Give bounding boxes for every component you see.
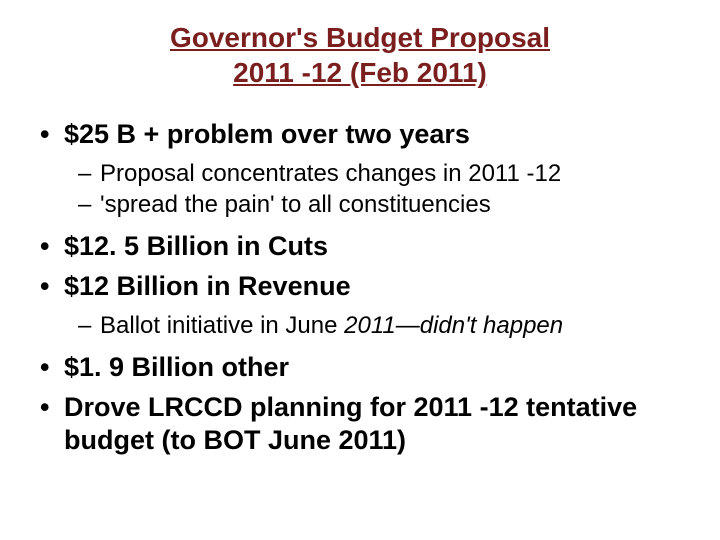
- title-line-2: 2011 -12 (Feb 2011): [233, 57, 487, 88]
- slide-title: Governor's Budget Proposal 2011 -12 (Feb…: [30, 20, 690, 90]
- bullet-main-2: $12 Billion in Revenue: [36, 270, 690, 304]
- bullet-text-0: $25 B + problem over two years: [64, 119, 470, 149]
- sub-list-0: Proposal concentrates changes in 2011 -1…: [78, 158, 690, 220]
- bullet-sub-0-1: 'spread the pain' to all constituencies: [78, 189, 690, 220]
- bullet-sub-0-0: Proposal concentrates changes in 2011 -1…: [78, 158, 690, 189]
- bullet-main-3: $1. 9 Billion other: [36, 351, 690, 385]
- bullet-text-4: Drove LRCCD planning for 2011 -12 tentat…: [64, 392, 637, 456]
- sub-italic-2-0: 2011—didn't happen: [344, 312, 563, 339]
- sub-list-2: Ballot initiative in June 2011—didn't ha…: [78, 310, 690, 341]
- bullet-list: $25 B + problem over two years Proposal …: [30, 118, 690, 458]
- bullet-main-1: $12. 5 Billion in Cuts: [36, 230, 690, 264]
- bullet-main-0: $25 B + problem over two years: [36, 118, 690, 152]
- sub-prefix-2-0: Ballot initiative in June: [100, 312, 344, 339]
- bullet-main-4: Drove LRCCD planning for 2011 -12 tentat…: [36, 391, 690, 459]
- bullet-text-1: $12. 5 Billion in Cuts: [64, 231, 328, 261]
- sub-text-0-0: Proposal concentrates changes in 2011 -1…: [100, 160, 561, 187]
- bullet-text-2: $12 Billion in Revenue: [64, 271, 351, 301]
- title-line-1: Governor's Budget Proposal: [170, 22, 550, 53]
- bullet-text-3: $1. 9 Billion other: [64, 352, 289, 382]
- sub-text-0-1: 'spread the pain' to all constituencies: [100, 191, 491, 218]
- bullet-sub-2-0: Ballot initiative in June 2011—didn't ha…: [78, 310, 690, 341]
